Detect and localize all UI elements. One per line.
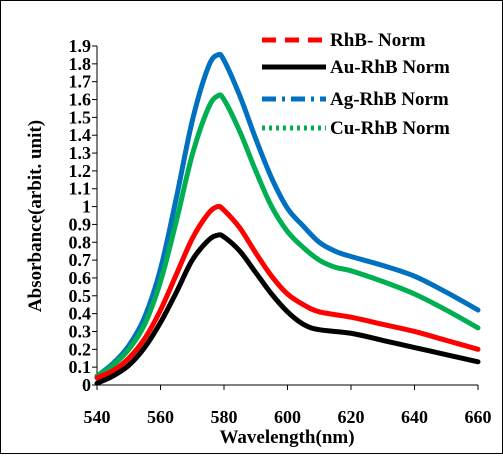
y-tick-label: 0.9	[69, 214, 92, 234]
y-tick-label: 0.3	[69, 321, 92, 341]
y-tick-label: 1.8	[69, 54, 92, 74]
legend: RhB- Norm Au-RhB Norm Ag-RhB Norm Cu-RhB No…	[262, 30, 450, 139]
y-axis-title: Absorbance(arbit. unit)	[25, 120, 46, 312]
y-tick-label: 0.7	[69, 250, 92, 270]
x-tick-label: 620	[338, 407, 365, 427]
y-tick-label: 1.9	[69, 36, 92, 56]
y-tick-label: 1.7	[69, 72, 92, 92]
y-tick-label: 0.5	[69, 286, 92, 306]
y-tick-label: 0.1	[69, 357, 92, 377]
x-tick-label: 580	[211, 407, 238, 427]
y-tick-label: 0.8	[69, 232, 92, 252]
y-tick-label: 0	[82, 375, 91, 395]
y-tick-label: 0.6	[69, 268, 92, 288]
series-line-2	[94, 232, 481, 386]
legend-label-3: Ag-RhB Norm	[330, 89, 449, 110]
y-tick-label: 0.4	[69, 304, 92, 324]
y-tick-label: 1	[82, 197, 91, 217]
y-tick-label: 1.6	[69, 90, 92, 110]
y-tick-label: 0.2	[69, 339, 92, 359]
x-tick-label: 600	[274, 407, 301, 427]
series-line-3	[94, 51, 481, 379]
x-axis-title: Wavelength(nm)	[219, 427, 354, 448]
ticks-layer: 00.10.20.30.40.50.60.70.80.911.11.21.31.…	[69, 36, 492, 427]
legend-label-1: RhB- Norm	[330, 30, 426, 51]
y-tick-label: 1.1	[69, 179, 92, 199]
x-tick-label: 660	[465, 407, 492, 427]
y-tick-label: 1.4	[69, 125, 92, 145]
x-tick-label: 540	[84, 407, 111, 427]
legend-label-4: Cu-RhB Norm	[330, 118, 450, 139]
series-line-4	[94, 92, 481, 379]
series-layer	[94, 51, 481, 386]
y-tick-label: 1.3	[69, 143, 92, 163]
legend-label-2: Au-RhB Norm	[330, 57, 450, 78]
series-line-1	[94, 203, 481, 381]
y-tick-label: 1.5	[69, 107, 92, 127]
x-tick-label: 640	[401, 407, 428, 427]
y-tick-label: 1.2	[69, 161, 92, 181]
x-tick-label: 560	[147, 407, 174, 427]
